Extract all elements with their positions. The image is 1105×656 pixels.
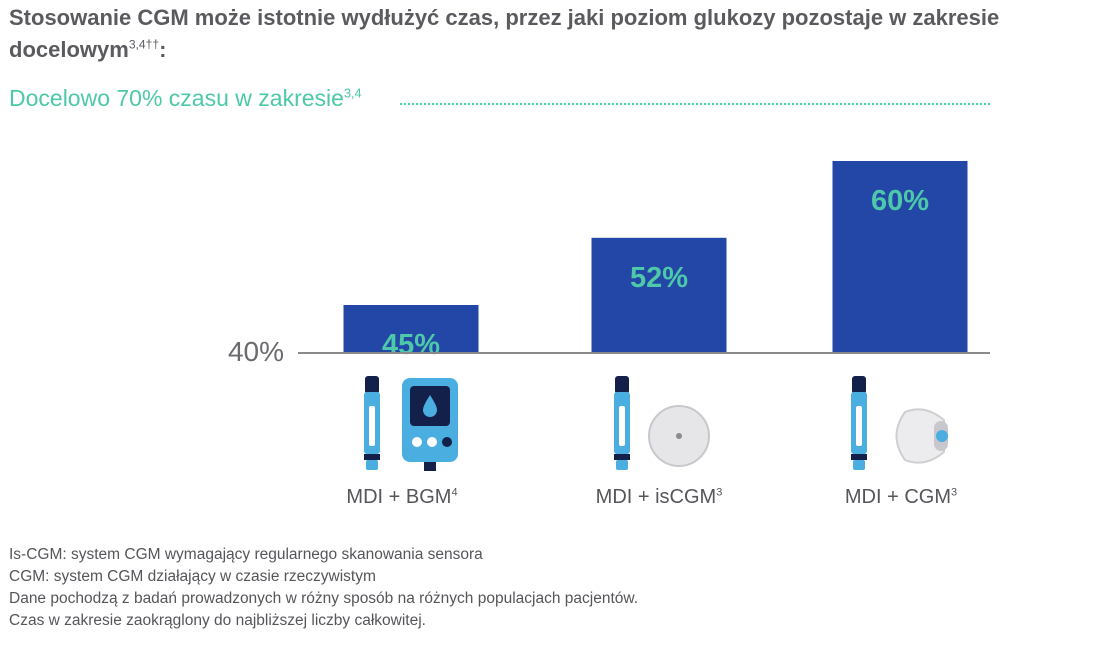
insulin-pen-icon xyxy=(851,376,867,470)
device-label-iscgm: MDI + isCGM3 xyxy=(595,486,723,508)
footnote-iscgm: Is-CGM: system CGM wymagający regularneg… xyxy=(9,546,483,563)
target-superscript: 3,4 xyxy=(343,86,362,101)
bar-2 xyxy=(591,237,727,353)
insulin-pen-and-glucose-meter-icon xyxy=(364,376,458,471)
footnotes: Is-CGM: system CGM wymagający regularneg… xyxy=(9,544,909,632)
title-superscript: 3,4†† xyxy=(128,37,160,52)
insulin-pen-icon xyxy=(614,376,630,470)
bar-value-label-2: 52% xyxy=(630,262,688,294)
bar-1 xyxy=(343,305,479,353)
cgm-sensor-icon xyxy=(895,408,948,464)
insulin-pen-and-iscgm-sensor-icon xyxy=(614,376,710,470)
baseline-label: 40% xyxy=(228,336,284,367)
iscgm-sensor-icon xyxy=(648,405,710,467)
chart-title: Stosowanie CGM może istotnie wydłużyć cz… xyxy=(9,5,1000,62)
device-label-cgm: MDI + CGM3 xyxy=(844,486,958,508)
footnote-data-source: Dane pochodzą z badań prowadzonych w róż… xyxy=(9,590,639,607)
glucose-meter-icon xyxy=(402,378,458,471)
insulin-pen-icon xyxy=(364,376,380,470)
bar-3 xyxy=(832,161,968,353)
target-label: Docelowo 70% czasu w zakresie3,4 xyxy=(9,85,362,111)
footnote-cgm: CGM: system CGM działający w czasie rzec… xyxy=(9,568,376,585)
insulin-pen-and-cgm-sensor-icon xyxy=(851,376,948,470)
bar-value-label-3: 60% xyxy=(871,185,929,217)
target-line xyxy=(400,103,990,105)
device-label-bgm: MDI + BGM4 xyxy=(346,486,458,508)
bar-value-label-1: 45% xyxy=(382,329,440,361)
footnote-rounding: Czas w zakresie zaokrąglony do najbliższ… xyxy=(9,612,426,629)
bars-group: 45% 52% 60% xyxy=(343,161,968,361)
